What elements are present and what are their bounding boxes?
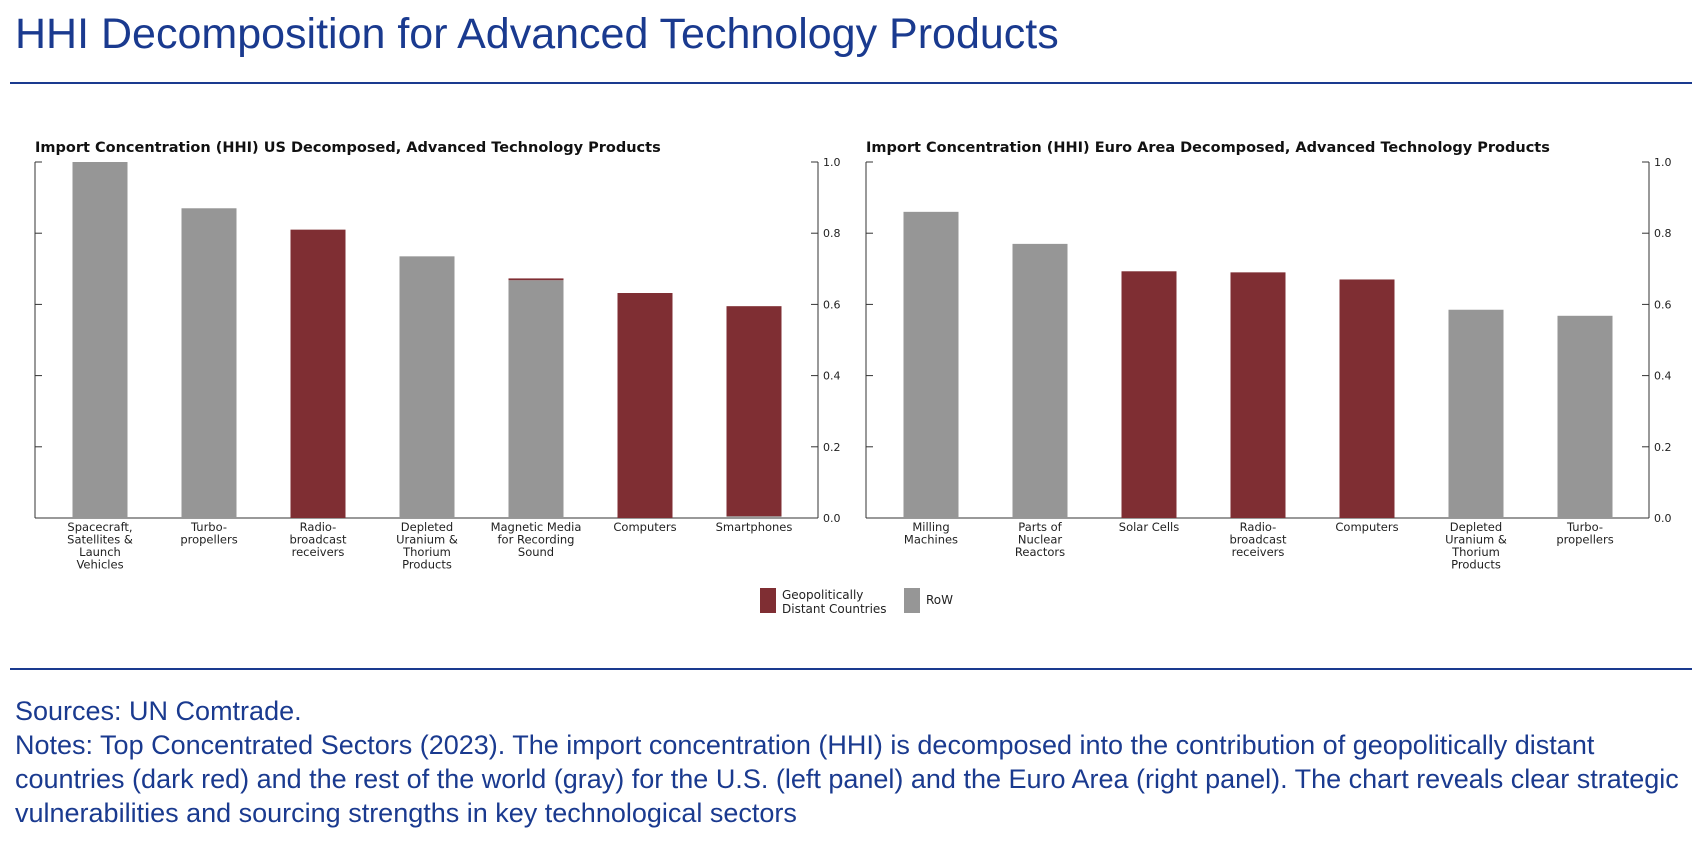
- category-label: Computers: [613, 520, 676, 534]
- category-label: Turbo-propellers: [180, 520, 237, 547]
- category-label-line: Nuclear: [1018, 533, 1063, 547]
- euro-area-chart-panel: Import Concentration (HHI) Euro Area Dec…: [865, 140, 1672, 572]
- bar-row: [903, 211, 959, 518]
- legend-label-geo-line2: Distant Countries: [782, 602, 887, 616]
- category-label-line: Parts of: [1018, 520, 1062, 534]
- bar-geo: [1339, 279, 1395, 518]
- chart-title: Import Concentration (HHI) Euro Area Dec…: [866, 140, 1550, 156]
- category-label-line: Machines: [904, 533, 958, 547]
- y-tick-label: 1.0: [1654, 156, 1672, 169]
- y-tick-label: 0.0: [823, 512, 841, 525]
- category-label-line: Uranium &: [1445, 533, 1507, 547]
- y-tick-label: 0.4: [823, 370, 841, 383]
- bar-row: [726, 516, 782, 518]
- chart-title: Import Concentration (HHI) US Decomposed…: [35, 140, 661, 156]
- category-label: Milling Machines: [904, 520, 958, 547]
- category-label-line: Uranium &: [396, 533, 458, 547]
- category-label-line: receivers: [1232, 545, 1285, 559]
- bar-geo: [508, 278, 564, 281]
- category-label-line: propellers: [1556, 533, 1613, 547]
- category-label-line: Products: [1451, 558, 1501, 572]
- y-tick-label: 0.6: [823, 298, 841, 311]
- notes-text: Notes: Top Concentrated Sectors (2023). …: [15, 730, 1679, 828]
- category-label-line: receivers: [292, 545, 345, 559]
- bar-row: [399, 256, 455, 518]
- bar-row: [181, 208, 237, 518]
- category-label-line: Spacecraft,: [67, 520, 132, 534]
- category-label-line: Turbo-: [1566, 520, 1603, 534]
- legend-item-row: RoW: [904, 588, 953, 613]
- category-label-line: broadcast: [1229, 533, 1287, 547]
- y-tick-label: 1.0: [823, 156, 841, 169]
- bar-geo: [1121, 271, 1177, 518]
- page-title: HHI Decomposition for Advanced Technolog…: [15, 10, 1059, 58]
- category-label: Spacecraft, Satellites & Launch Vehicles: [67, 520, 133, 572]
- category-label-line: Solar Cells: [1119, 520, 1179, 534]
- category-label: Depleted Uranium & Thorium Products: [396, 520, 458, 572]
- category-label: Parts of Nuclear Reactors: [1015, 520, 1065, 559]
- y-tick-label: 0.2: [1654, 441, 1672, 454]
- chart-legend: Geopolitically Distant Countries RoW: [760, 588, 965, 616]
- bar-geo: [290, 229, 346, 518]
- category-label-line: Thorium: [402, 545, 451, 559]
- y-tick-label: 0.4: [1654, 370, 1672, 383]
- charts-area: Import Concentration (HHI) US Decomposed…: [34, 140, 1672, 572]
- category-label-line: broadcast: [289, 533, 347, 547]
- sources-text: Sources: UN Comtrade.: [15, 696, 302, 726]
- footer-notes: Sources: UN Comtrade. Notes: Top Concent…: [15, 694, 1685, 830]
- y-tick-label: 0.8: [1654, 227, 1672, 240]
- category-label-line: for Recording: [498, 533, 575, 547]
- category-label-line: Satellites &: [67, 533, 133, 547]
- y-tick-label: 0.0: [1654, 512, 1672, 525]
- bottom-divider: [10, 668, 1692, 670]
- bar-geo: [1230, 272, 1286, 518]
- category-label: Computers: [1335, 520, 1398, 534]
- category-label-line: Sound: [518, 545, 554, 559]
- category-label: Smartphones: [716, 520, 793, 534]
- bar-row: [1557, 315, 1613, 518]
- bar-row: [72, 162, 128, 518]
- bar-geo: [726, 306, 782, 517]
- legend-swatch-geo: [760, 588, 776, 613]
- bar-geo: [617, 293, 673, 518]
- bar-row: [1448, 309, 1504, 518]
- category-label-line: Radio-: [300, 520, 337, 534]
- category-label: Solar Cells: [1119, 520, 1179, 534]
- top-divider: [10, 82, 1692, 84]
- category-label-line: Depleted: [1450, 520, 1502, 534]
- category-label-line: Turbo-: [190, 520, 227, 534]
- category-label-line: Smartphones: [716, 520, 793, 534]
- category-label: Radio-broadcast receivers: [289, 520, 347, 559]
- category-label: Depleted Uranium & Thorium Products: [1445, 520, 1507, 572]
- y-tick-label: 0.8: [823, 227, 841, 240]
- legend-swatch-row: [904, 588, 920, 613]
- category-label-line: Computers: [1335, 520, 1398, 534]
- bar-row: [1012, 243, 1068, 518]
- category-label-line: Products: [402, 558, 452, 572]
- legend-item-geopolitically-distant: Geopolitically Distant Countries: [760, 588, 892, 616]
- category-label-line: Reactors: [1015, 545, 1065, 559]
- category-label: Radio-broadcast receivers: [1229, 520, 1287, 559]
- category-label-line: Milling: [912, 520, 949, 534]
- us-chart-panel: Import Concentration (HHI) US Decomposed…: [34, 140, 841, 572]
- category-label-line: Vehicles: [76, 558, 123, 572]
- category-label-line: Computers: [613, 520, 676, 534]
- category-label-line: Launch: [79, 545, 121, 559]
- y-tick-label: 0.2: [823, 441, 841, 454]
- category-label-line: Depleted: [401, 520, 453, 534]
- category-label-line: Radio-: [1240, 520, 1277, 534]
- legend-label-row: RoW: [926, 588, 953, 607]
- bar-row: [508, 280, 564, 518]
- legend-label-row-line1: RoW: [926, 593, 954, 607]
- category-label: Turbo-propellers: [1556, 520, 1613, 547]
- category-label-line: Magnetic Media: [491, 520, 582, 534]
- category-label: Magnetic Media for Recording Sound: [491, 520, 582, 559]
- legend-label-geo: Geopolitically Distant Countries: [782, 588, 892, 616]
- legend-label-geo-line1: Geopolitically: [782, 588, 864, 602]
- category-label-line: Thorium: [1451, 545, 1500, 559]
- y-tick-label: 0.6: [1654, 298, 1672, 311]
- category-label-line: propellers: [180, 533, 237, 547]
